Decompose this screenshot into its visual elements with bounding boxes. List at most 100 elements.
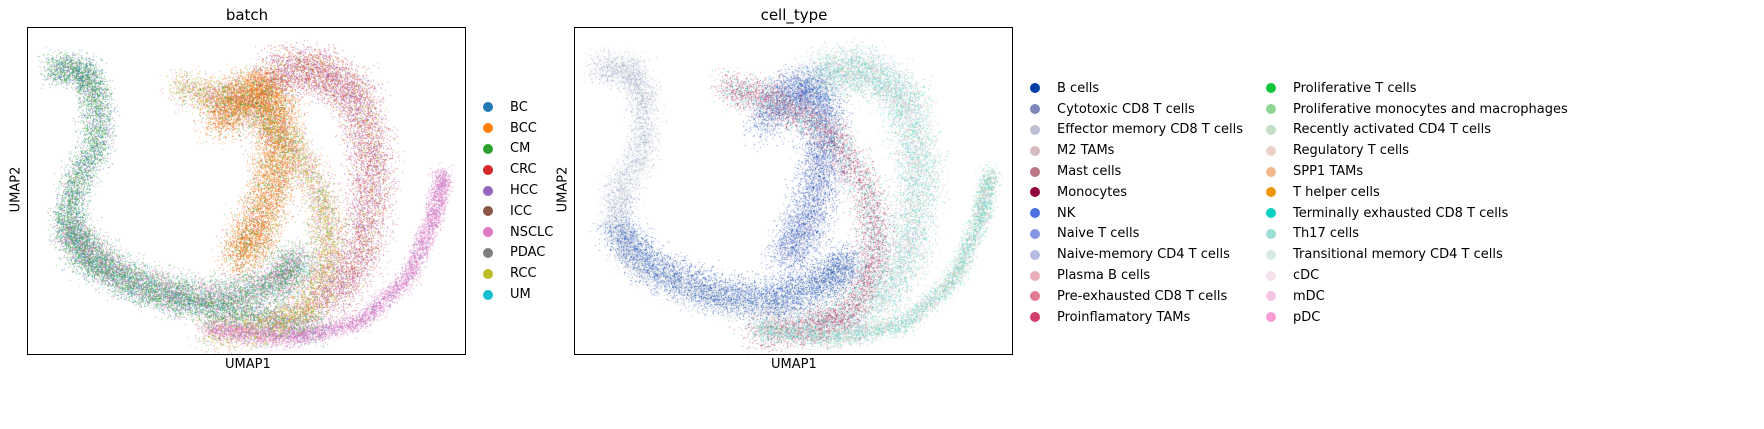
legend-label: CRC bbox=[510, 162, 537, 178]
legend-label: NSCLC bbox=[510, 224, 554, 240]
legend-marker bbox=[483, 164, 493, 175]
legend-item-transitional-memory-cd4-t-cells: Transitional memory CD4 T cells bbox=[1266, 244, 1568, 265]
legend-item-cm: CM bbox=[483, 139, 553, 160]
legend-item-b-cells: B cells bbox=[1030, 78, 1243, 99]
legend-label: NK bbox=[1057, 205, 1076, 221]
legend-marker bbox=[1266, 104, 1276, 115]
legend-label: Cytotoxic CD8 T cells bbox=[1057, 101, 1195, 117]
legend-item-terminally-exhausted-cd8-t-cells: Terminally exhausted CD8 T cells bbox=[1266, 203, 1568, 224]
legend-marker bbox=[1266, 208, 1276, 219]
legend-marker bbox=[1266, 166, 1276, 177]
legend-marker bbox=[1030, 145, 1040, 156]
legend-marker bbox=[483, 102, 493, 113]
legend-item-bcc: BCC bbox=[483, 118, 553, 139]
legend-item-effector-memory-cd8-t-cells: Effector memory CD8 T cells bbox=[1030, 120, 1243, 141]
legend-marker bbox=[1030, 312, 1040, 323]
legend-marker bbox=[483, 227, 493, 238]
legend-label: cDC bbox=[1293, 268, 1320, 284]
legend-item-bc: BC bbox=[483, 97, 553, 118]
legend-item-mast-cells: Mast cells bbox=[1030, 161, 1243, 182]
legend-marker bbox=[1266, 145, 1276, 156]
panel-title-cell-type: cell_type bbox=[760, 6, 828, 24]
legend-label: Transitional memory CD4 T cells bbox=[1293, 247, 1503, 263]
legend-label: Proliferative monocytes and macrophages bbox=[1293, 101, 1568, 117]
legend-marker bbox=[1030, 208, 1040, 219]
scatter-canvas-batch bbox=[28, 28, 465, 354]
y-axis-label-batch: UMAP2 bbox=[8, 166, 24, 213]
legend-marker bbox=[1266, 83, 1276, 94]
legend-item-pre-exhausted-cd8-t-cells: Pre-exhausted CD8 T cells bbox=[1030, 286, 1243, 307]
legend-marker bbox=[1030, 166, 1040, 177]
legend-item-mdc: mDC bbox=[1266, 286, 1568, 307]
y-axis-label-cell-type: UMAP2 bbox=[555, 166, 571, 213]
legend-marker bbox=[1030, 83, 1040, 94]
legend-label: Monocytes bbox=[1057, 184, 1128, 200]
legend-marker bbox=[483, 185, 493, 196]
legend-marker bbox=[1266, 124, 1276, 135]
scatter-canvas-cell-type bbox=[575, 28, 1012, 354]
legend-marker bbox=[1030, 249, 1040, 260]
legend-item-hcc: HCC bbox=[483, 180, 553, 201]
legend-item-t-helper-cells: T helper cells bbox=[1266, 182, 1568, 203]
scatter-plot-cell-type bbox=[574, 27, 1013, 355]
legend-marker bbox=[1030, 228, 1040, 239]
legend-item-pdc: pDC bbox=[1266, 307, 1568, 328]
legend-label: T helper cells bbox=[1293, 184, 1380, 200]
legend-item-proliferative-monocytes-and-macrophages: Proliferative monocytes and macrophages bbox=[1266, 99, 1568, 120]
legend-marker bbox=[1030, 187, 1040, 198]
legend-marker bbox=[483, 247, 493, 258]
legend-label: Effector memory CD8 T cells bbox=[1057, 122, 1243, 138]
legend-marker bbox=[1266, 249, 1276, 260]
legend-item-pdac: PDAC bbox=[483, 243, 553, 264]
legend-label: HCC bbox=[510, 183, 538, 199]
legend-item-naive-memory-cd4-t-cells: Naive-memory CD4 T cells bbox=[1030, 244, 1243, 265]
legend-item-proliferative-t-cells: Proliferative T cells bbox=[1266, 78, 1568, 99]
legend-label: Pre-exhausted CD8 T cells bbox=[1057, 288, 1228, 304]
legend-marker bbox=[483, 268, 493, 279]
legend-item-cytotoxic-cd8-t-cells: Cytotoxic CD8 T cells bbox=[1030, 99, 1243, 120]
legend-cell-type-col1: B cells Cytotoxic CD8 T cells Effector mem… bbox=[1030, 78, 1243, 328]
legend-label: pDC bbox=[1293, 309, 1321, 325]
legend-label: RCC bbox=[510, 266, 537, 282]
legend-item-nk: NK bbox=[1030, 203, 1243, 224]
legend-item-naive-t-cells: Naive T cells bbox=[1030, 224, 1243, 245]
legend-item-rcc: RCC bbox=[483, 263, 553, 284]
legend-label: Naive-memory CD4 T cells bbox=[1057, 247, 1230, 263]
legend-item-plasma-b-cells: Plasma B cells bbox=[1030, 265, 1243, 286]
legend-label: M2 TAMs bbox=[1057, 143, 1115, 159]
legend-item-m2-tams: M2 TAMs bbox=[1030, 140, 1243, 161]
legend-item-crc: CRC bbox=[483, 159, 553, 180]
legend-item-recently-activated-cd4-t-cells: Recently activated CD4 T cells bbox=[1266, 120, 1568, 141]
legend-marker bbox=[483, 206, 493, 217]
legend-marker bbox=[1030, 124, 1040, 135]
legend-batch: BC BCC CM CRC HCC ICC NSCLC PDAC RCC UM bbox=[483, 97, 553, 305]
legend-marker bbox=[1266, 228, 1276, 239]
legend-item-proinflamatory-tams: Proinflamatory TAMs bbox=[1030, 307, 1243, 328]
legend-label: Proinflamatory TAMs bbox=[1057, 309, 1191, 325]
legend-label: B cells bbox=[1057, 80, 1100, 96]
legend-label: BC bbox=[510, 99, 528, 115]
legend-item-icc: ICC bbox=[483, 201, 553, 222]
legend-label: Recently activated CD4 T cells bbox=[1293, 122, 1492, 138]
legend-label: mDC bbox=[1293, 288, 1325, 304]
legend-label: BCC bbox=[510, 120, 537, 136]
legend-label: PDAC bbox=[510, 245, 546, 261]
legend-label: Mast cells bbox=[1057, 164, 1122, 180]
legend-label: Regulatory T cells bbox=[1293, 143, 1409, 159]
legend-label: Proliferative T cells bbox=[1293, 80, 1417, 96]
legend-item-regulatory-t-cells: Regulatory T cells bbox=[1266, 140, 1568, 161]
legend-marker bbox=[1030, 291, 1040, 302]
legend-cell-type-col2: Proliferative T cells Proliferative monoc… bbox=[1266, 78, 1568, 328]
legend-item-nsclc: NSCLC bbox=[483, 222, 553, 243]
legend-label: Plasma B cells bbox=[1057, 268, 1151, 284]
legend-marker bbox=[483, 143, 493, 154]
legend-item-spp1-tams: SPP1 TAMs bbox=[1266, 161, 1568, 182]
legend-marker bbox=[483, 289, 493, 300]
legend-marker bbox=[1266, 291, 1276, 302]
legend-marker bbox=[1030, 104, 1040, 115]
legend-marker bbox=[1266, 270, 1276, 281]
legend-label: Th17 cells bbox=[1293, 226, 1359, 242]
x-axis-label-cell-type: UMAP1 bbox=[771, 357, 817, 372]
legend-marker bbox=[1030, 270, 1040, 281]
legend-item-monocytes: Monocytes bbox=[1030, 182, 1243, 203]
